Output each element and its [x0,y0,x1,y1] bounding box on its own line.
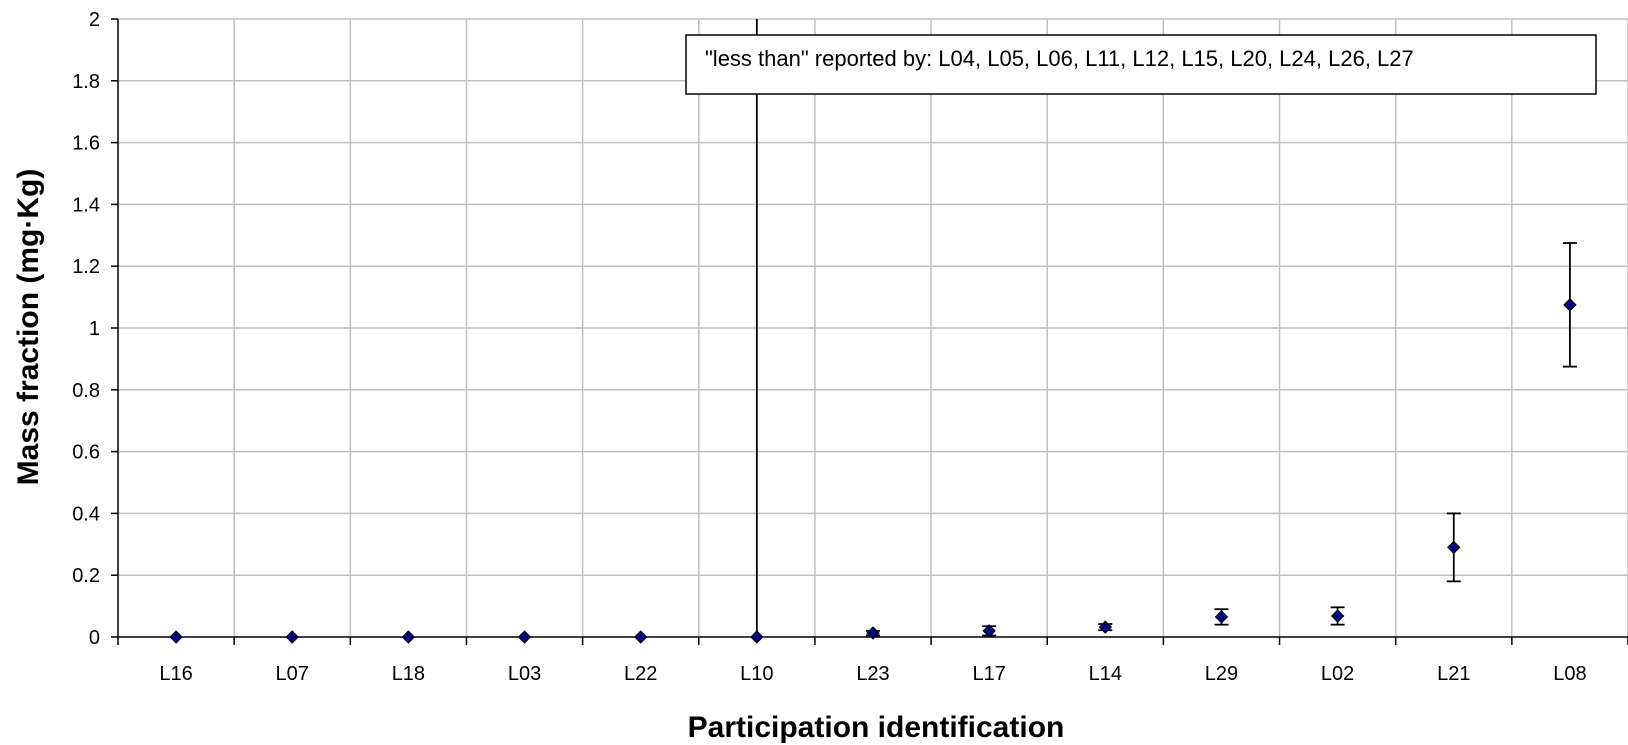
x-tick-label: L16 [159,663,192,685]
x-tick-label: L21 [1437,663,1470,685]
grid-lines [118,18,1628,637]
x-axis-title: Participation identification [688,711,1065,744]
x-tick-label: L03 [508,663,541,685]
data-point [401,630,416,644]
y-tick-label: 0.4 [72,503,100,525]
data-point [750,630,764,644]
y-tick-label: 1.4 [72,194,100,216]
y-tick-label: 0 [89,627,100,649]
data-point [1563,298,1577,312]
y-tick-label: 0.6 [72,442,100,464]
y-tick-label: 0.8 [72,380,100,402]
annotation-border [685,34,1597,95]
data-point [169,630,183,644]
x-tick-label: L18 [392,663,425,685]
x-tick-label: L07 [276,663,309,685]
y-tick-label: 1 [89,318,100,340]
x-tick-label: L10 [740,663,773,685]
data-point [1447,540,1461,555]
x-tick-label: L02 [1321,663,1354,685]
x-tick-label: L17 [972,663,1005,685]
data-point [1098,620,1113,634]
tick-labels: 0 0.2 0.4 0.6 0.8 1 1.2 1.4 1.6 1.8 2 L16 L07 L18 L03 L… [72,9,1586,685]
data-point [517,630,532,644]
data-point [1214,610,1229,624]
y-tick-label: 1.8 [72,71,100,93]
x-tick-label: L29 [1205,663,1238,685]
data-point [633,630,648,644]
y-tick-label: 1.6 [72,133,100,155]
x-tick-label: L08 [1553,663,1586,685]
y-tick-label: 1.2 [72,256,100,278]
x-tick-label: L23 [856,663,889,685]
x-tick-label: L14 [1089,663,1122,685]
y-tick-label: 0.2 [72,565,100,587]
data-point [285,630,299,644]
annotation-box: "less than" reported by: L04, L05, L06, … [685,34,1597,95]
y-tick-label: 2 [89,9,100,31]
axes [111,18,1628,645]
data-point [982,624,996,638]
annotation-text: "less than" reported by: L04, L05, L06, … [705,46,1414,71]
data-points [169,298,1577,644]
data-point [866,626,880,640]
x-tick-label: L22 [624,663,657,685]
y-axis-title: Mass fraction (mg·Kg) [12,169,45,486]
data-point [1330,609,1345,623]
